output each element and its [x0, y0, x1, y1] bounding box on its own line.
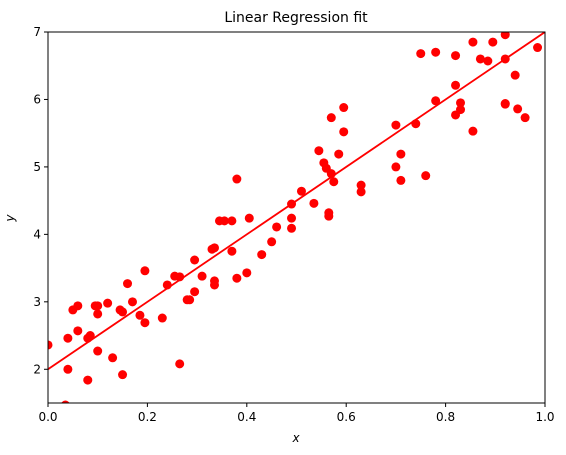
point: [456, 98, 466, 108]
point: [314, 146, 324, 156]
y-tick-label: 5: [33, 160, 41, 174]
point: [510, 70, 520, 80]
point: [533, 43, 543, 53]
point: [63, 364, 73, 374]
point: [242, 268, 252, 278]
point: [73, 326, 83, 336]
point: [356, 187, 366, 197]
x-tick-label: 0.6: [337, 410, 356, 424]
point: [513, 104, 523, 114]
point: [488, 37, 498, 47]
point: [197, 271, 207, 281]
point: [396, 175, 406, 185]
point: [391, 120, 401, 130]
point: [416, 49, 426, 59]
point: [468, 126, 478, 136]
point: [157, 313, 167, 323]
point: [232, 174, 242, 184]
point: [227, 246, 237, 256]
point: [339, 103, 349, 113]
point: [421, 171, 431, 181]
point: [267, 237, 277, 247]
point: [287, 223, 297, 233]
point: [451, 80, 461, 90]
point: [520, 113, 530, 123]
plot-area: [48, 32, 545, 403]
point: [93, 346, 103, 356]
point: [500, 99, 510, 109]
point: [93, 309, 103, 319]
point: [483, 56, 493, 66]
point: [118, 370, 128, 380]
fit-line: [48, 32, 545, 371]
point: [140, 318, 150, 328]
point: [431, 96, 441, 106]
y-tick-label: 3: [33, 295, 41, 309]
point: [127, 297, 137, 307]
point: [326, 113, 336, 123]
y-tick-label: 7: [33, 25, 41, 39]
point: [83, 375, 93, 385]
point: [140, 266, 150, 276]
x-tick-label: 0.8: [436, 410, 455, 424]
point: [209, 243, 219, 253]
point: [108, 353, 118, 363]
axes-frame: [47, 31, 546, 404]
point: [500, 32, 510, 40]
point: [334, 149, 344, 159]
point: [103, 298, 113, 308]
point: [468, 37, 478, 47]
x-tick-label: 0.4: [237, 410, 256, 424]
point: [48, 340, 53, 350]
point: [272, 222, 282, 232]
point: [451, 51, 461, 61]
point: [63, 333, 73, 343]
point: [190, 287, 200, 297]
point: [244, 213, 254, 223]
point: [324, 211, 334, 221]
y-tick-label: 6: [33, 92, 41, 106]
point: [356, 180, 366, 190]
point: [185, 295, 195, 305]
x-tick-label: 1.0: [535, 410, 554, 424]
point: [456, 105, 466, 115]
point: [339, 127, 349, 137]
point: [227, 216, 237, 226]
x-tick-label: 0.2: [138, 410, 157, 424]
chart-title: Linear Regression fit: [224, 10, 368, 26]
point: [209, 280, 219, 290]
point: [61, 400, 70, 403]
y-axis-label: y: [3, 214, 17, 223]
point: [232, 273, 242, 283]
point: [135, 310, 145, 320]
y-tick-label: 4: [33, 227, 41, 241]
point: [190, 255, 200, 265]
point: [329, 177, 339, 187]
point: [175, 359, 185, 369]
point: [396, 149, 406, 159]
point: [309, 198, 319, 208]
point: [85, 331, 95, 341]
point: [287, 213, 297, 223]
point: [73, 301, 83, 311]
point: [257, 250, 267, 260]
point: [219, 216, 229, 226]
point: [431, 47, 441, 57]
point: [118, 307, 128, 317]
point: [475, 54, 485, 64]
point: [391, 162, 401, 172]
x-tick-label: 0.0: [38, 410, 57, 424]
point: [93, 301, 103, 311]
point: [296, 186, 306, 196]
y-tick-label: 2: [33, 362, 41, 376]
x-axis-label: x: [291, 431, 300, 445]
point: [123, 279, 133, 289]
